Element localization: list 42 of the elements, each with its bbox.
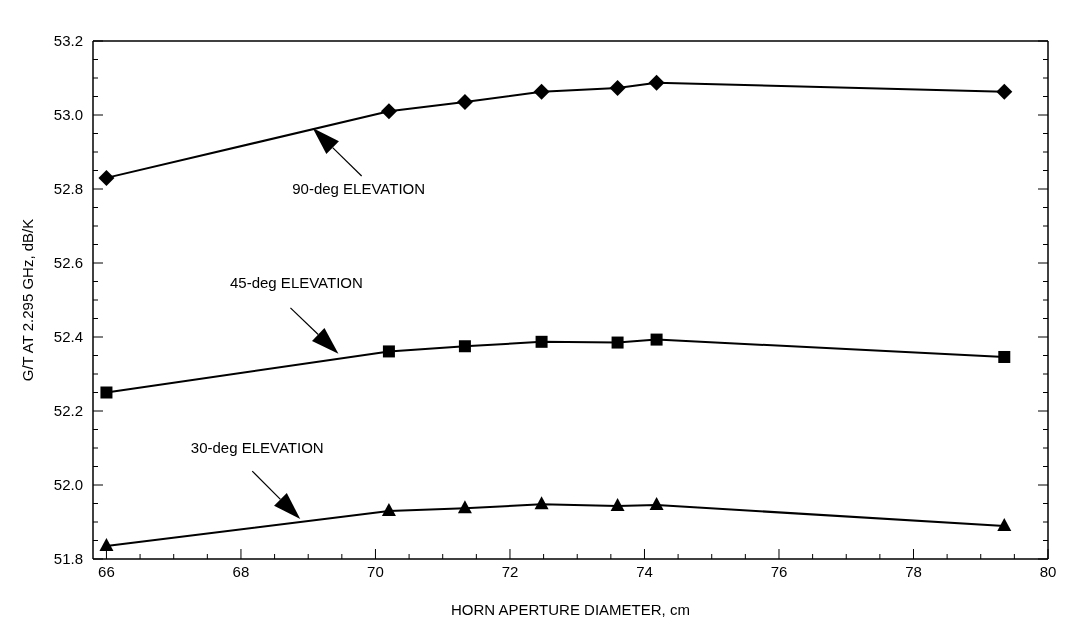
x-tick-label: 80 xyxy=(1039,563,1057,580)
point xyxy=(610,498,625,512)
x-tick-label: 78 xyxy=(905,563,922,580)
annotation: 45-deg ELEVATION xyxy=(230,273,363,291)
point xyxy=(611,336,624,349)
point xyxy=(380,103,397,120)
y-tick-label: 53.0 xyxy=(53,106,83,123)
x-tick-label: 68 xyxy=(232,563,250,580)
point xyxy=(457,500,472,514)
point xyxy=(649,496,664,510)
x-axis-title: HORN APERTURE DIAMETER, cm xyxy=(451,601,690,618)
point xyxy=(100,386,113,399)
point xyxy=(996,83,1013,100)
point xyxy=(382,345,395,358)
y-tick-label: 52.6 xyxy=(53,254,83,271)
y-tick-label: 52.8 xyxy=(53,180,83,197)
point xyxy=(458,340,471,353)
point xyxy=(381,502,396,516)
y-tick-label: 52.2 xyxy=(53,402,83,419)
y-tick-label: 52.4 xyxy=(53,328,83,345)
point xyxy=(998,350,1011,363)
annotation: 30-deg ELEVATION xyxy=(190,439,324,457)
y-tick-label: 51.8 xyxy=(53,550,83,567)
point xyxy=(533,83,550,100)
point xyxy=(98,169,115,186)
y-tick-label: 53.2 xyxy=(53,32,83,49)
annotation: 90-deg ELEVATION xyxy=(292,180,426,198)
point xyxy=(534,496,549,510)
y-tick-label: 52.0 xyxy=(53,476,83,493)
x-tick-label: 76 xyxy=(770,563,788,580)
x-tick-label: 70 xyxy=(367,563,384,580)
x-tick-label: 74 xyxy=(636,563,653,580)
x-tick-label: 72 xyxy=(501,563,519,580)
point xyxy=(648,74,665,91)
x-tick-label: 66 xyxy=(98,563,115,580)
point xyxy=(535,335,548,348)
point xyxy=(609,79,626,96)
point xyxy=(99,538,114,552)
point xyxy=(650,333,663,346)
y-axis-title: G/T AT 2.295 GHz, dB/K xyxy=(19,218,37,382)
point xyxy=(456,94,473,111)
point xyxy=(997,518,1012,532)
